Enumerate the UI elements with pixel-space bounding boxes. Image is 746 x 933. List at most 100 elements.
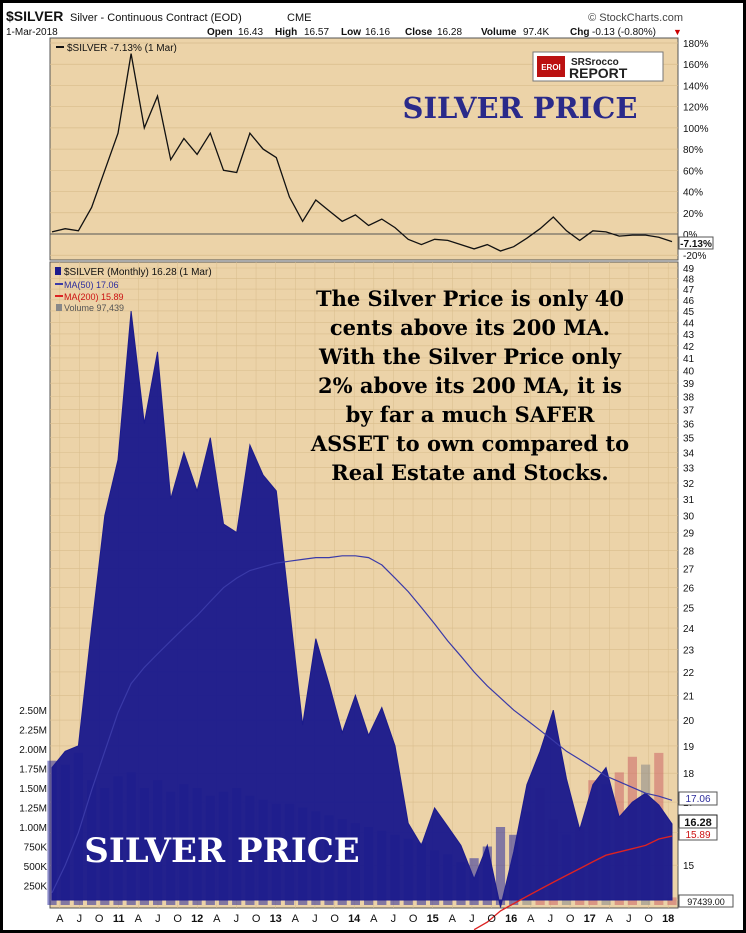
x-year-label: 12 <box>191 913 203 925</box>
header-symbol: $SILVER <box>6 8 63 24</box>
main-y-tick-label: 30 <box>683 512 695 523</box>
x-month-label: J <box>77 913 83 925</box>
badge-volume-box <box>678 894 734 908</box>
x-month-label: J <box>626 913 632 925</box>
ma50-line <box>51 555 673 894</box>
header-close: 16.28 <box>437 27 462 38</box>
main-y-tick-label: 32 <box>683 479 695 490</box>
main-y-tick-label: 35 <box>683 434 695 445</box>
top-y-tick-label: 80% <box>683 145 703 156</box>
badge-volume: 97439.00 <box>687 897 725 907</box>
header-volume: 97.4K <box>523 27 549 38</box>
header-date: 1-Mar-2018 <box>6 27 58 38</box>
main-y-tick-label: 36 <box>683 420 695 431</box>
volume-tick-label: 250K <box>24 882 48 893</box>
top-y-tick-label: 20% <box>683 209 703 220</box>
top-panel-price-line <box>51 53 673 252</box>
x-month-label: J <box>312 913 318 925</box>
x-month-label: A <box>370 913 378 925</box>
main-y-tick-label: 45 <box>683 307 695 318</box>
main-y-tick-label: 15 <box>683 861 695 872</box>
header-low: 16.16 <box>365 27 390 38</box>
logo-badge <box>537 56 565 77</box>
ma200-line <box>473 835 673 931</box>
x-month-label: O <box>409 913 418 925</box>
badge-ma200: 15.89 <box>685 830 710 841</box>
top-y-tick-label: 60% <box>683 166 703 177</box>
x-year-label: 14 <box>348 913 361 925</box>
volume-tick-label: 750K <box>24 843 48 854</box>
volume-tick-label: 500K <box>24 862 48 873</box>
annotation-line: With the Silver Price only <box>318 344 622 369</box>
x-year-label: 18 <box>662 913 674 925</box>
main-y-tick-label: 39 <box>683 379 695 390</box>
main-y-tick-label: 22 <box>683 668 695 679</box>
legend-ma50: MA(50) 17.06 <box>64 280 119 290</box>
main-y-tick-label: 47 <box>683 285 695 296</box>
x-month-label: A <box>449 913 457 925</box>
badge-ma50: 17.06 <box>685 794 710 805</box>
x-month-label: O <box>252 913 261 925</box>
main-y-tick-label: 48 <box>683 274 695 285</box>
x-month-label: O <box>487 913 496 925</box>
header-chg: -0.13 (-0.80%) <box>592 27 656 38</box>
x-month-label: O <box>173 913 182 925</box>
x-month-label: O <box>95 913 104 925</box>
main-y-tick-label: 46 <box>683 296 695 307</box>
main-y-tick-label: 38 <box>683 392 695 403</box>
volume-tick-label: 2.25M <box>19 726 47 737</box>
annotation-line: The Silver Price is only 40 <box>316 286 624 311</box>
top-y-tick-label: -20% <box>683 251 706 262</box>
header-chg-arrow: ▼ <box>673 27 682 37</box>
main-y-tick-label: 34 <box>683 448 695 459</box>
volume-bar <box>495 827 506 905</box>
x-month-label: J <box>548 913 554 925</box>
x-month-label: A <box>135 913 143 925</box>
badge-ma50-box <box>678 791 718 806</box>
header-open: 16.43 <box>238 27 263 38</box>
header-high: 16.57 <box>304 27 329 38</box>
x-year-label: 17 <box>584 913 596 925</box>
header-exchange: CME <box>287 12 311 24</box>
x-month-label: A <box>213 913 221 925</box>
legend-price: $SILVER (Monthly) 16.28 (1 Mar) <box>64 267 212 278</box>
legend-ma200: MA(200) 15.89 <box>64 292 124 302</box>
logo-badge-text: EROI <box>541 63 561 72</box>
main-y-tick-label: 42 <box>683 342 695 353</box>
volume-bar <box>667 897 677 905</box>
x-year-label: 16 <box>505 913 517 925</box>
x-month-label: A <box>56 913 64 925</box>
top-legend: $SILVER -7.13% (1 Mar) <box>67 43 177 54</box>
main-y-tick-label: 28 <box>683 546 695 557</box>
top-panel-title: SILVER PRICE <box>403 91 638 125</box>
main-y-tick-label: 26 <box>683 584 695 595</box>
x-month-label: J <box>234 913 240 925</box>
bottom-watermark: SILVER PRICE <box>84 831 359 871</box>
srsrocco-logo: EROI SRSrocco REPORT <box>532 51 664 82</box>
top-y-tick-label: 120% <box>683 103 709 114</box>
volume-tick-label: 1.00M <box>19 823 47 834</box>
top-y-tick-label: 0% <box>683 230 698 241</box>
top-y-tick-label: 40% <box>683 188 703 199</box>
annotation-text: The Silver Price is only 40 cents above i… <box>310 286 629 485</box>
x-year-label: 13 <box>270 913 282 925</box>
top-y-tick-label: 160% <box>683 60 709 71</box>
x-month-label: A <box>606 913 614 925</box>
logo-small-text: SRSrocco <box>571 57 619 68</box>
x-month-label: J <box>155 913 161 925</box>
header-close-label: Close <box>405 27 433 38</box>
main-y-tick-label: 20 <box>683 716 695 727</box>
main-y-tick-label: 44 <box>683 318 695 329</box>
top-panel-y-axis: 180% 160% 140% 120% 100% 80% 60% 40% 20% 0% -20% <box>683 39 709 262</box>
main-y-tick-label: 33 <box>683 463 695 474</box>
main-y-tick-label: 21 <box>683 691 695 702</box>
main-y-tick-label: 18 <box>683 769 695 780</box>
volume-tick-label: 1.75M <box>19 765 47 776</box>
x-year-label: 11 <box>113 913 125 925</box>
top-y-tick-label: 180% <box>683 39 709 50</box>
badge-ma200-box <box>678 827 718 841</box>
main-y-tick-label: 27 <box>683 565 695 576</box>
header-description: Silver - Continuous Contract (EOD) <box>70 12 242 24</box>
badge-close: 16.28 <box>684 817 712 829</box>
legend-price-swatch <box>55 267 61 275</box>
